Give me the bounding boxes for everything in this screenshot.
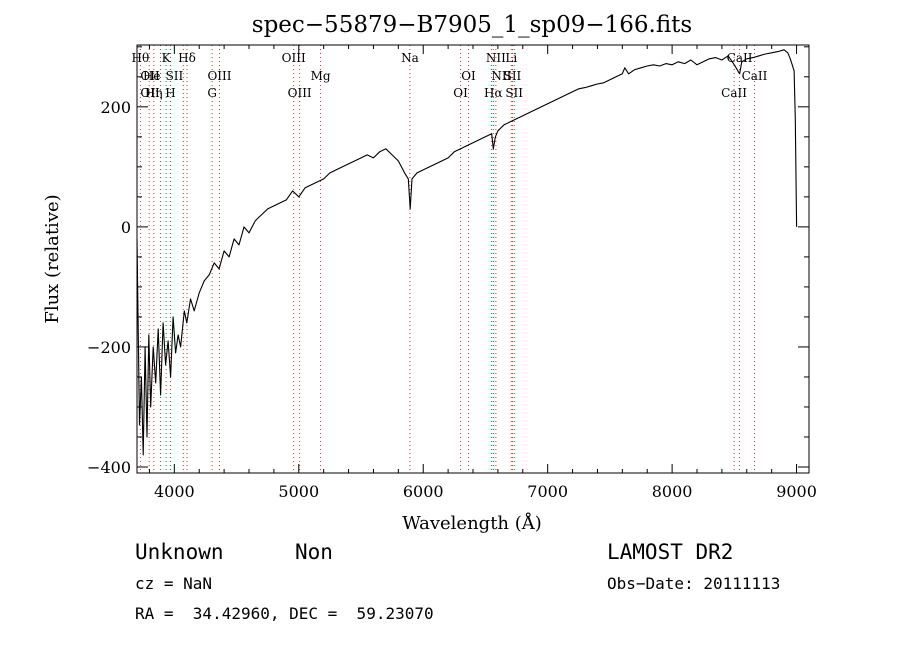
annotation-label-8: Hδ: [178, 51, 196, 65]
obs-date-label: Obs−Date: 20111113: [607, 574, 781, 593]
x-tick-label-3: 7000: [527, 482, 568, 501]
annotation-label-14: Na: [401, 51, 419, 65]
coords-label: RA = 34.42960, DEC = 59.23070: [135, 604, 434, 623]
annotation-label-19: NII: [491, 69, 511, 83]
annotation-label-20: SII: [504, 69, 522, 83]
ticks-group: 4000 5000 6000 7000 8000 9000 −400 −200 0 200: [87, 45, 817, 501]
survey-label: LAMOST DR2: [607, 540, 734, 564]
annotations-group: HθOIIOIIHeHηKHSIIHδOIIIGOIIIOIIIMgNaOIOI…: [131, 51, 767, 100]
x-tick-label-4: 8000: [652, 482, 693, 501]
class-label: Unknown: [135, 540, 224, 564]
annotation-label-3: He: [143, 69, 161, 83]
annotation-label-23: CaII: [727, 51, 753, 65]
subclass-label: Non: [295, 540, 333, 564]
annotation-label-0: Hθ: [131, 51, 149, 65]
cz-label: cz = NaN: [135, 574, 213, 593]
annotation-label-12: OIII: [288, 86, 312, 100]
spectrum-line-0: [136, 49, 798, 456]
axes-group: [136, 44, 810, 474]
annotation-label-18: Li: [505, 51, 517, 65]
annotation-label-13: Mg: [311, 69, 331, 83]
annotation-label-2: OII: [140, 86, 160, 100]
plot-frame: [136, 44, 810, 474]
chart-title: spec−55879−B7905_1_sp09−166.fits: [252, 12, 692, 38]
x-tick-label-5: 9000: [776, 482, 817, 501]
y-tick-label-0: −400: [87, 458, 131, 477]
x-tick-label-2: 6000: [403, 482, 444, 501]
series-group: [136, 49, 798, 456]
x-tick-label-1: 5000: [278, 482, 319, 501]
annotation-label-22: SII: [505, 86, 523, 100]
annotation-label-9: OIII: [207, 69, 231, 83]
y-tick-label-2: 0: [121, 218, 131, 237]
annotation-label-11: OIII: [282, 51, 306, 65]
annotation-label-5: K: [162, 51, 172, 65]
annotation-label-17: NII: [486, 51, 506, 65]
x-tick-label-0: 4000: [154, 482, 195, 501]
y-tick-label-1: −200: [87, 338, 131, 357]
annotation-label-6: H: [165, 86, 175, 100]
annotation-label-25: CaII: [721, 86, 747, 100]
y-tick-label-3: 200: [100, 98, 131, 117]
x-axis-label: Wavelength (Å): [402, 512, 542, 534]
line-markers: [139, 45, 755, 473]
annotation-label-10: G: [207, 86, 217, 100]
annotation-label-1: OII: [140, 69, 160, 83]
annotation-label-24: CaII: [742, 69, 768, 83]
annotation-label-21: Hα: [484, 86, 503, 100]
annotation-label-16: OI: [453, 86, 468, 100]
annotation-label-7: SII: [166, 69, 184, 83]
annotation-label-15: OI: [461, 69, 476, 83]
y-axis-label: Flux (relative): [42, 194, 63, 323]
annotation-label-4: Hη: [145, 86, 163, 100]
